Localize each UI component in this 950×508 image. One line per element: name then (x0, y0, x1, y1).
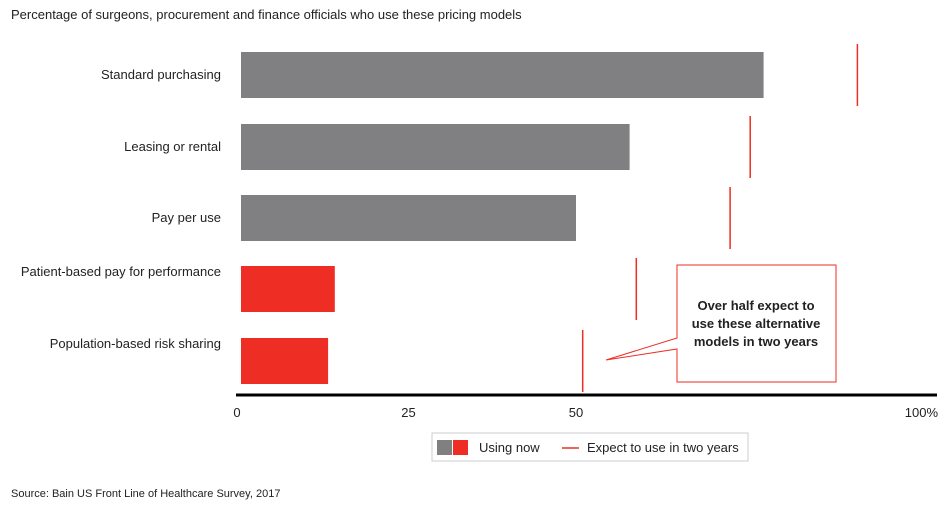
markers-expect-in-two-years (581, 44, 859, 392)
legend-label-expect-to-use: Expect to use in two years (587, 440, 739, 455)
bars-using-now (241, 52, 764, 384)
bar-using-now-1 (241, 124, 630, 170)
bar-using-now-2 (241, 195, 576, 241)
legend-swatch-gray (437, 440, 452, 455)
legend-box (431, 432, 749, 462)
callout-box (605, 264, 837, 383)
bar-using-now-0 (241, 52, 764, 98)
category-labels: Standard purchasing Leasing or rental Pa… (21, 67, 221, 351)
category-label-leasing-or-rental: Leasing or rental (124, 139, 221, 154)
chart-subtitle: Percentage of surgeons, procurement and … (11, 7, 522, 22)
source-note: Source: Bain US Front Line of Healthcare… (11, 488, 280, 500)
callout-line-1: Over half expect to (697, 298, 814, 313)
legend-label-using-now: Using now (479, 440, 540, 455)
callout-line-2: use these alternative (692, 316, 821, 331)
bar-using-now-4 (241, 338, 329, 384)
legend: Using now Expect to use in two years (431, 432, 749, 462)
x-tick-label-2: 50 (569, 405, 583, 420)
x-tick-label-0: 0 (233, 405, 240, 420)
callout-line-3: models in two years (694, 334, 818, 349)
legend-swatch-red (453, 440, 468, 455)
x-axis-ticks: 0 25 50 100% (233, 405, 938, 420)
category-label-population-based-risk-sharing: Population-based risk sharing (50, 336, 221, 351)
category-label-pay-per-use: Pay per use (152, 210, 221, 225)
category-label-patient-based-pay-for-performance: Patient-based pay for performance (21, 264, 221, 279)
x-tick-label-3: 100% (905, 405, 939, 420)
bar-using-now-3 (241, 266, 335, 312)
x-tick-label-1: 25 (401, 405, 415, 420)
callout-annotation: Over half expect to use these alternativ… (605, 264, 837, 383)
category-label-standard-purchasing: Standard purchasing (101, 67, 221, 82)
